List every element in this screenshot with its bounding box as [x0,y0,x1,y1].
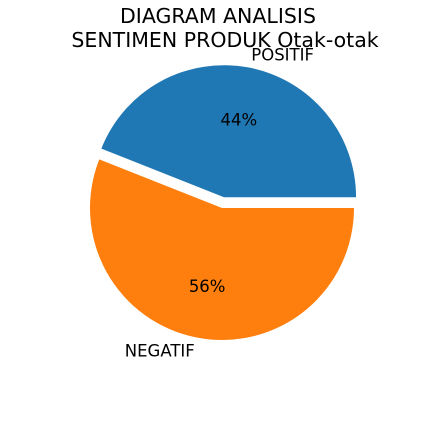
slice-label-positif: POSITIF [251,46,314,65]
chart-title-line-2: SENTIMEN PRODUK Otak-otak [71,28,378,52]
pie-slices: 44% POSITIF 56% NEGATIF [90,46,357,361]
slice-label-negatif: NEGATIF [125,342,195,361]
pct-label-positif: 44% [221,110,258,129]
pct-label-negatif: 56% [189,277,226,296]
pie-slice-positif [101,65,357,198]
chart-title-line-1: DIAGRAM ANALISIS [120,4,316,28]
pie-slice-negatif [90,159,354,340]
